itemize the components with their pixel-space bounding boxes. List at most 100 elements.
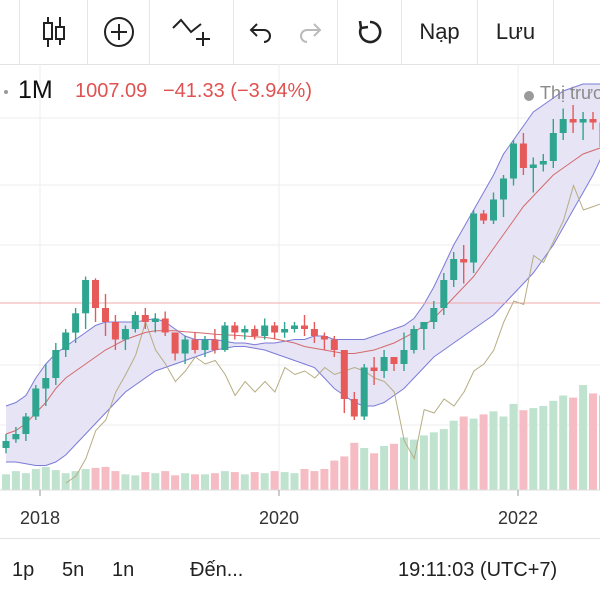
- volume-bar: [519, 410, 527, 490]
- volume-bar: [251, 472, 259, 490]
- reset-button[interactable]: [338, 0, 402, 64]
- volume-bar: [22, 473, 30, 490]
- load-label: Nạp: [419, 19, 459, 45]
- volume-bar: [181, 473, 189, 490]
- candle-body: [520, 144, 527, 169]
- volume-bar: [430, 432, 438, 490]
- candle-body: [261, 326, 268, 337]
- x-tick-2018: 2018: [20, 508, 60, 528]
- volume-bar: [340, 456, 348, 490]
- volume-bar: [42, 467, 50, 490]
- x-axis-ticks: 2018 2020 2022: [20, 490, 538, 528]
- volume-bar: [201, 474, 209, 490]
- candle-body: [192, 340, 199, 351]
- candle-body: [420, 322, 427, 329]
- candle-body: [42, 378, 49, 389]
- volume-bar: [2, 474, 10, 490]
- candle-body: [321, 336, 328, 340]
- volume-bar: [291, 473, 299, 490]
- save-button[interactable]: Lưu: [478, 0, 554, 64]
- market-status: Thị trươ: [540, 83, 600, 104]
- volume-bar: [301, 469, 309, 490]
- candle: [92, 278, 99, 322]
- candle-body: [540, 161, 547, 165]
- candle-body: [391, 357, 398, 364]
- volume-bar: [231, 472, 239, 490]
- volume-bar: [510, 404, 518, 490]
- candle-body: [410, 329, 417, 350]
- candle-body: [122, 329, 129, 340]
- volume-bar: [549, 401, 557, 490]
- undo-icon[interactable]: [246, 20, 274, 44]
- candle-type-button[interactable]: [20, 0, 88, 64]
- candle-body: [202, 340, 209, 351]
- volume-bar: [370, 453, 378, 490]
- candle: [221, 322, 228, 352]
- candle-body: [32, 389, 39, 417]
- volume-bar: [460, 417, 468, 491]
- add-button[interactable]: [88, 0, 150, 64]
- candle-body: [221, 326, 228, 351]
- candle-body: [112, 322, 119, 340]
- volume-bar: [111, 471, 119, 490]
- indicator-plus-icon: [169, 14, 215, 50]
- volume-bar: [52, 470, 60, 490]
- plus-circle-icon: [102, 15, 136, 49]
- candle-body: [92, 280, 99, 308]
- volume-bar: [131, 475, 139, 490]
- candle: [251, 326, 258, 340]
- volume-bar: [261, 473, 269, 490]
- volume-bar: [529, 408, 537, 490]
- volume-bar: [579, 385, 587, 490]
- candle-body: [580, 119, 587, 123]
- toolbar-overflow-right[interactable]: [554, 0, 600, 64]
- candle-body: [82, 280, 89, 313]
- candle-body: [22, 417, 29, 435]
- indicators-button[interactable]: [150, 0, 234, 64]
- clock-timezone[interactable]: 19:11:03 (UTC+7): [398, 559, 557, 582]
- candle-body: [550, 133, 557, 161]
- candle-body: [301, 326, 308, 330]
- candle: [241, 326, 248, 340]
- range-1n-button[interactable]: 1n: [112, 559, 134, 582]
- candle-body: [490, 200, 497, 221]
- range-5n-button[interactable]: 5n: [62, 559, 84, 582]
- goto-date-button[interactable]: Đến...: [190, 559, 243, 582]
- toolbar-overflow-left[interactable]: [0, 0, 20, 64]
- volume-bar: [559, 396, 567, 491]
- range-1p-button[interactable]: 1p: [12, 559, 34, 582]
- candle-body: [251, 329, 258, 336]
- candle-body: [271, 326, 278, 333]
- load-button[interactable]: Nạp: [402, 0, 478, 64]
- volume-bar: [320, 469, 328, 490]
- candle-body: [371, 368, 378, 372]
- volume-bar: [500, 417, 508, 491]
- candle-body: [500, 179, 507, 200]
- candle-body: [281, 329, 288, 333]
- volume-bar: [211, 473, 219, 490]
- volume-bar: [271, 471, 279, 490]
- candle-body: [142, 315, 149, 322]
- volume-bar: [171, 475, 179, 490]
- candle-body: [72, 313, 79, 332]
- candle-body: [460, 259, 467, 263]
- volume-bar: [141, 472, 149, 490]
- price-chart[interactable]: 2018 2020 2022: [0, 64, 600, 538]
- volume-bar: [102, 467, 110, 490]
- candle-body: [152, 319, 159, 323]
- volume-bar: [151, 473, 159, 490]
- candle-body: [381, 357, 388, 371]
- info-dot: [4, 90, 8, 94]
- candle-body: [440, 280, 447, 308]
- redo-icon[interactable]: [297, 20, 325, 44]
- volume-bar: [569, 398, 577, 490]
- volume-bar: [281, 472, 289, 490]
- volume-bar: [72, 471, 80, 490]
- chart-toolbar: Nạp Lưu: [0, 0, 600, 65]
- volume-bar: [390, 444, 398, 490]
- candle: [231, 322, 238, 340]
- candle-body: [510, 144, 517, 179]
- candle-body: [331, 340, 338, 351]
- candle: [410, 326, 417, 354]
- interval-label[interactable]: 1M: [18, 76, 53, 105]
